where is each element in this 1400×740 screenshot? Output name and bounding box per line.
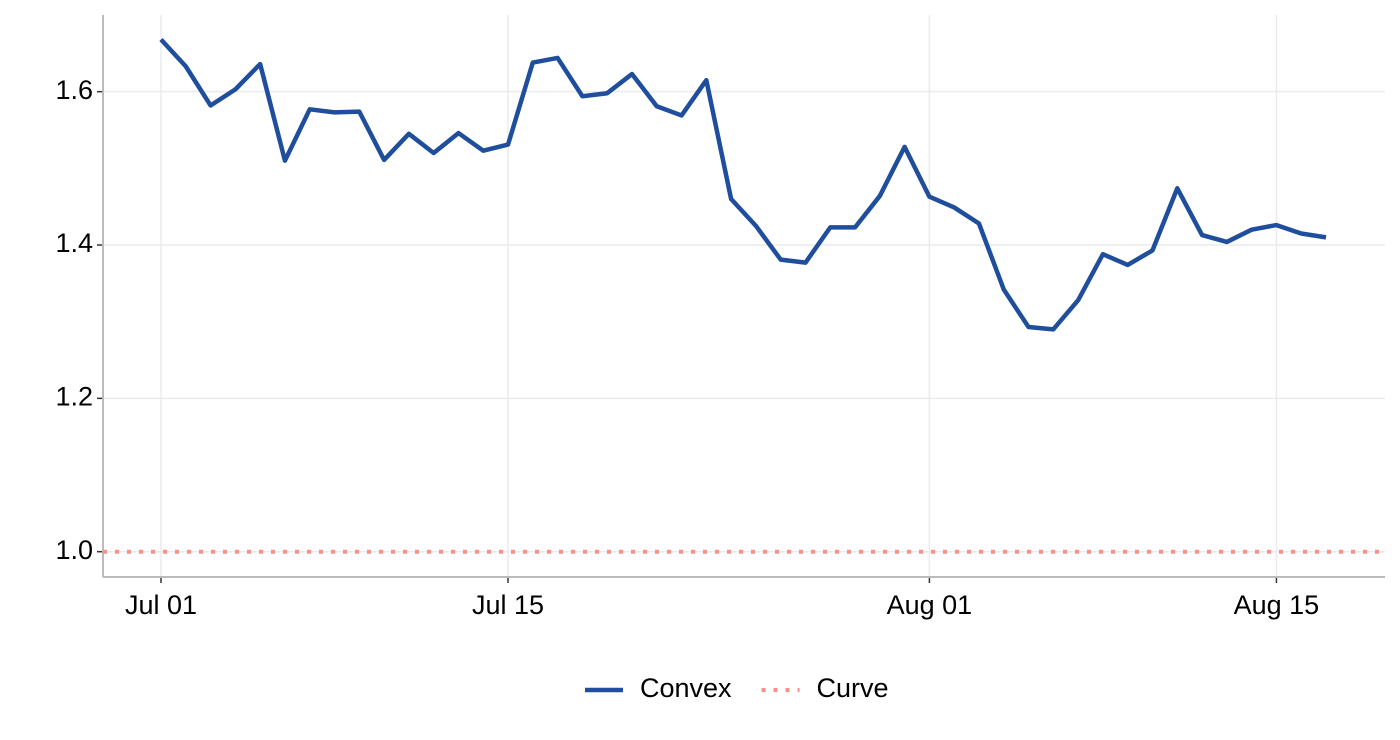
y-tick-label: 1.2 bbox=[55, 381, 93, 411]
legend-label: Convex bbox=[640, 673, 732, 703]
y-tick-label: 1.4 bbox=[55, 228, 93, 258]
y-tick-label: 1.6 bbox=[55, 75, 93, 105]
line bbox=[159, 38, 1327, 332]
x-tick-label: Aug 01 bbox=[887, 590, 973, 620]
x-tick-label: Aug 15 bbox=[1234, 590, 1320, 620]
x-tick-label: Jul 01 bbox=[125, 590, 197, 620]
x-tick-label: Jul 15 bbox=[472, 590, 544, 620]
legend-label: Curve bbox=[817, 673, 889, 703]
legend: Convex Curve bbox=[585, 673, 889, 703]
y-tick-label: 1.0 bbox=[55, 535, 93, 565]
